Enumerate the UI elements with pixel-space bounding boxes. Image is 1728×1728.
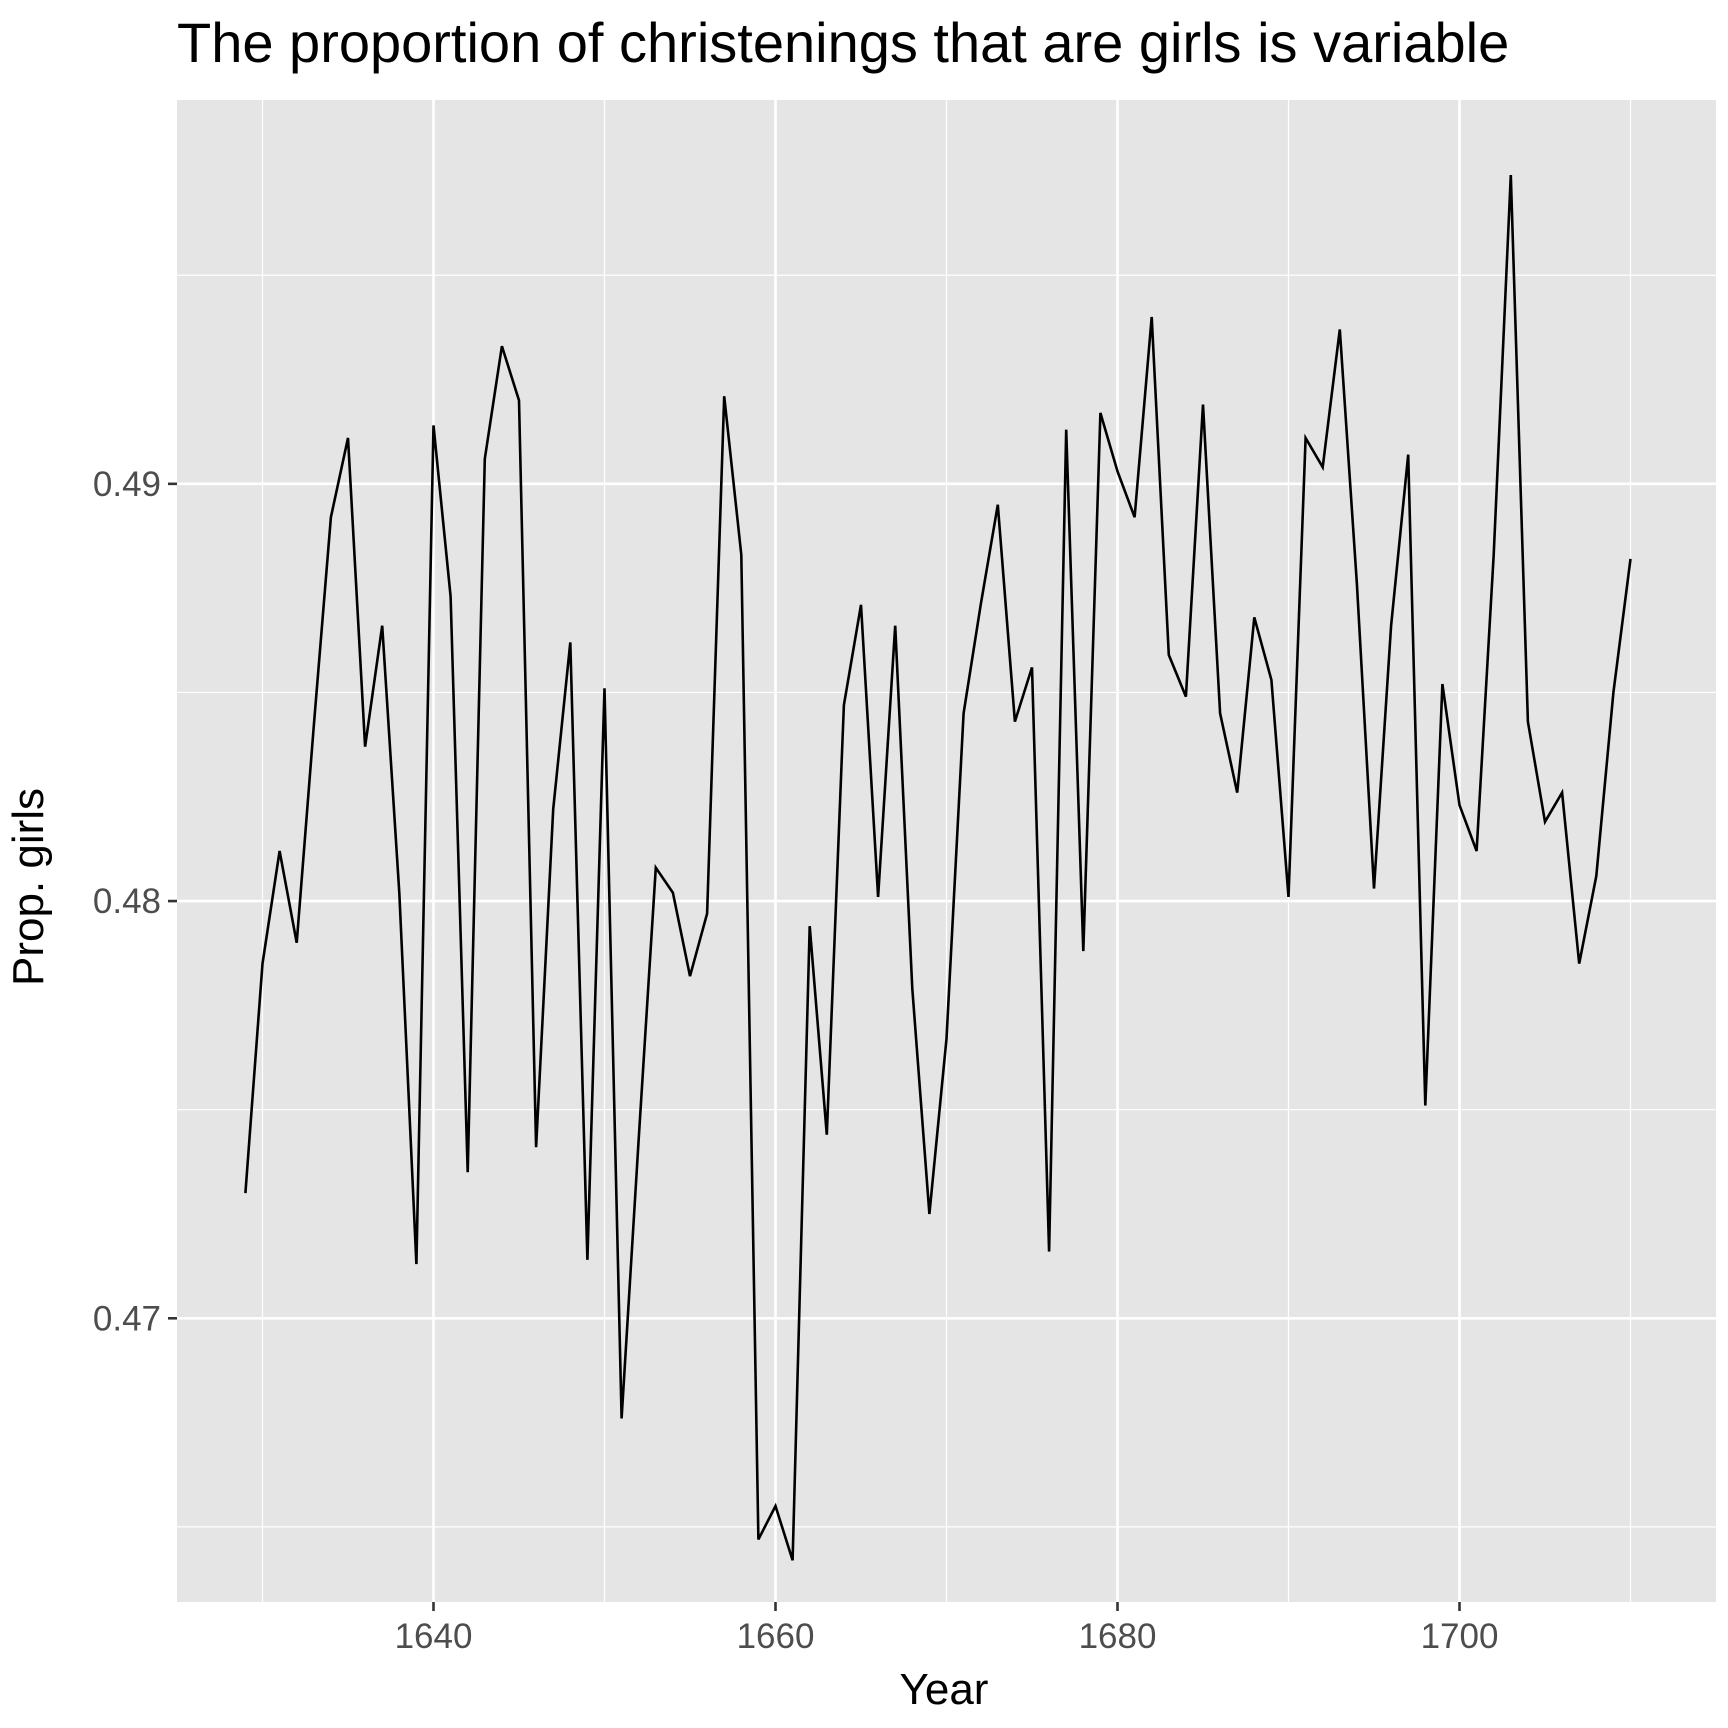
chart-title: The proportion of christenings that are … bbox=[177, 11, 1509, 74]
y-tick-label: 0.49 bbox=[93, 465, 161, 504]
x-tick-label: 1640 bbox=[395, 1617, 473, 1656]
x-tick-label: 1680 bbox=[1079, 1617, 1157, 1656]
y-tick-label: 0.48 bbox=[93, 882, 161, 921]
y-tick-label: 0.47 bbox=[93, 1299, 161, 1338]
y-axis-title: Prop. girls bbox=[4, 788, 53, 986]
x-axis-title: Year bbox=[900, 1665, 989, 1714]
x-tick-label: 1700 bbox=[1421, 1617, 1499, 1656]
series-line bbox=[244, 175, 1632, 1561]
y-axis: 0.47 0.48 0.49 bbox=[93, 465, 177, 1338]
x-axis: 1640 1660 1680 1700 bbox=[395, 1602, 1499, 1656]
x-tick-label: 1660 bbox=[737, 1617, 815, 1656]
